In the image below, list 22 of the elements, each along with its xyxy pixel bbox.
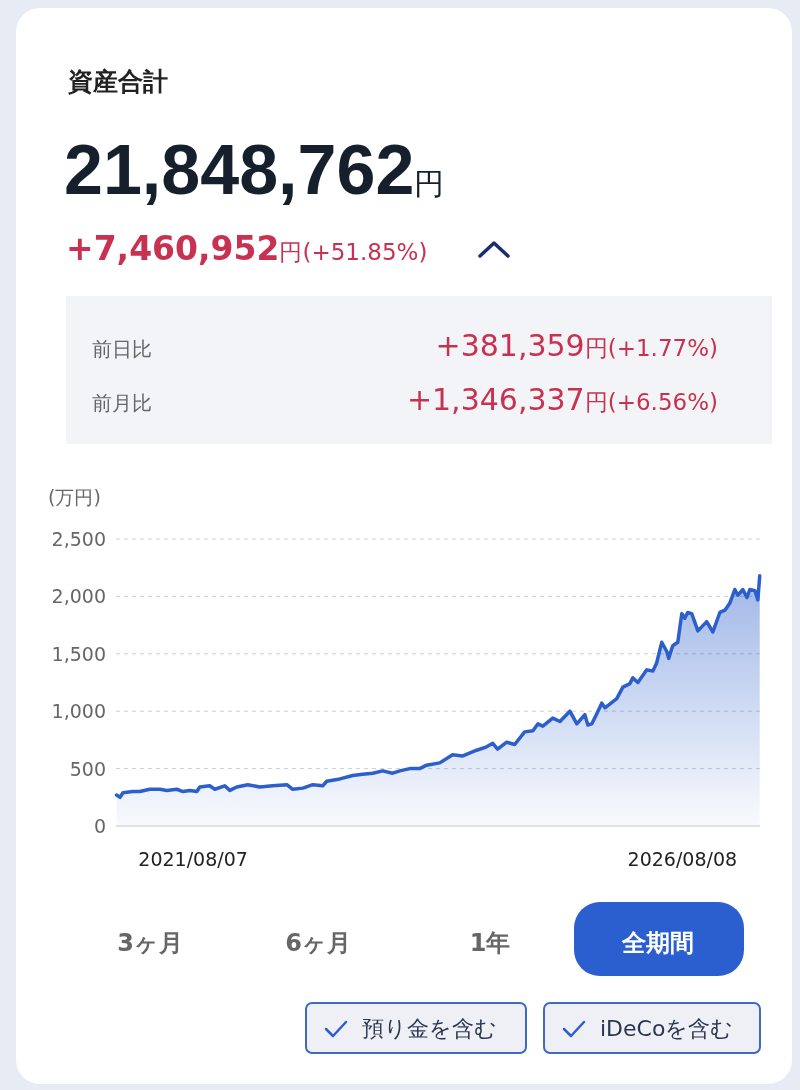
y-tick-label: 1,000 [51, 700, 106, 723]
y-tick-label: 500 [69, 757, 106, 780]
text: +7,460,952円(+51.85%) [66, 229, 428, 268]
text: +1,346,337円(+6.56%) [406, 382, 718, 417]
x-tick-label: 2026/08/08 [627, 848, 738, 870]
x-tick-label: 2021/08/07 [138, 848, 248, 870]
text: iDeCoを含む [600, 1016, 734, 1041]
text: 全期間 [621, 929, 694, 957]
text: 前月比 [92, 391, 152, 415]
y-tick-label: 1,500 [51, 642, 106, 665]
y-tick-label: 0 [93, 815, 106, 837]
chart-title: 資産合計 [67, 67, 168, 96]
text: 預り金を含む [362, 1016, 497, 1041]
text: +381,359円(+1.77%) [435, 328, 718, 363]
y-axis-title: (万円) [48, 486, 101, 508]
text: 6ヶ月 [285, 929, 351, 957]
text: 前日比 [92, 337, 152, 361]
y-tick-label: 2,000 [51, 585, 106, 608]
chart-subtitle: 21,848,762円 [64, 131, 445, 209]
text: 3ヶ月 [117, 929, 183, 957]
text: 1年 [469, 929, 511, 957]
y-tick-label: 2,500 [51, 528, 106, 550]
